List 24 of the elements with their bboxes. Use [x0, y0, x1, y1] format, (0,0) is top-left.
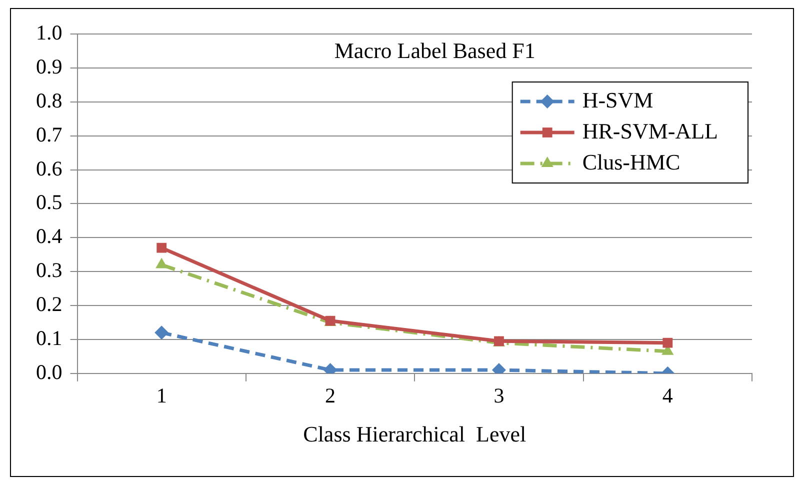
legend-label: Clus-HMC — [582, 149, 680, 174]
legend-label: H-SVM — [582, 87, 654, 112]
y-tick-label: 0.2 — [36, 292, 62, 316]
x-tick-label: 2 — [325, 384, 336, 408]
point — [156, 258, 168, 268]
y-tick-label: 0.8 — [36, 88, 62, 112]
x-tick-label: 4 — [662, 384, 674, 408]
y-tick-label: 0.7 — [36, 122, 62, 146]
y-tick-label: 0.5 — [36, 190, 62, 214]
y-tick-label: 0.0 — [36, 360, 62, 384]
x-axis-title: Class Hierarchical Level — [303, 422, 526, 447]
y-tick-label: 0.4 — [36, 224, 63, 248]
y-tick-label: 0.1 — [36, 326, 62, 350]
y-tick-label: 0.3 — [36, 258, 62, 282]
point — [662, 338, 673, 348]
legend-label: HR-SVM-ALL — [582, 118, 718, 144]
y-tick-label: 1.0 — [36, 20, 62, 45]
y-tick-label: 0.6 — [36, 156, 62, 180]
point — [156, 242, 167, 253]
point — [154, 326, 169, 340]
chart-title: Macro Label Based F1 — [334, 38, 536, 63]
x-tick-label: 3 — [494, 384, 504, 408]
x-tick-label: 1 — [156, 384, 167, 408]
y-tick-label: 0.9 — [36, 54, 62, 78]
